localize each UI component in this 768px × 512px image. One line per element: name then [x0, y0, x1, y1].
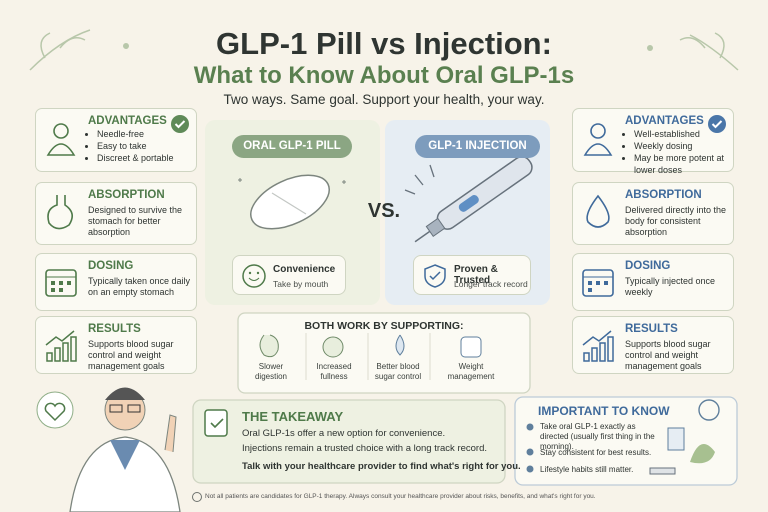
list-item: Easy to take [97, 140, 201, 152]
absorption-card: ABSORPTION Designed to survive the stoma… [35, 182, 197, 245]
convenience-card: Convenience Take by mouth [232, 255, 346, 295]
chart-icon [45, 330, 77, 362]
advantages-card: ADVANTAGES Needle-freeEasy to takeDiscre… [35, 108, 197, 172]
feature-title: Proven & Trusted [454, 264, 498, 286]
injection-label: GLP-1 INJECTION [415, 135, 540, 158]
calendar-icon [45, 269, 77, 297]
feature-text: Take by mouth [273, 279, 329, 289]
card-title: RESULTS [88, 323, 141, 335]
important-item: Take oral GLP-1 exactly as directed (usu… [540, 422, 655, 451]
card-text: Delivered directly into the body for con… [625, 205, 727, 237]
card-title: ADVANTAGES [625, 115, 704, 127]
list-item: May be more potent at lower doses [634, 152, 738, 176]
takeaway-line: Talk with your healthcare provider to fi… [242, 461, 521, 472]
feature-text: Longer track record [454, 279, 528, 289]
card-title: ADVANTAGES [88, 115, 167, 127]
check-icon [171, 115, 189, 133]
card-text: Typically taken once daily on an empty s… [88, 276, 191, 297]
list-item: Discreet & portable [97, 152, 201, 164]
trusted-card: Proven & Trusted Longer track record [413, 255, 531, 295]
card-title: RESULTS [625, 323, 678, 335]
drop-icon [586, 194, 610, 228]
takeaway-line: Injections remain a trusted choice with … [242, 443, 488, 454]
card-text: Designed to survive the stomach for bett… [88, 205, 183, 237]
list: Needle-freeEasy to takeDiscreet & portab… [88, 128, 201, 164]
feature-title: Convenience [273, 264, 336, 275]
footnote: Not all patients are candidates for GLP-… [205, 493, 596, 500]
chart-icon [582, 330, 614, 362]
calendar-icon [582, 269, 614, 297]
list: Well-establishedWeekly dosingMay be more… [625, 128, 738, 176]
takeaway-title: THE TAKEAWAY [242, 409, 344, 424]
results-card: RESULTS Supports blood sugar control and… [35, 316, 197, 374]
takeaway-line: Oral GLP-1s offer a new option for conve… [242, 428, 446, 439]
person-icon [46, 123, 76, 156]
absorption-card: ABSORPTION Delivered directly into the b… [572, 182, 734, 245]
benefit: Slower digestion [254, 362, 288, 381]
important-item: Stay consistent for best results. [540, 448, 652, 457]
card-title: DOSING [88, 260, 134, 272]
title: GLP-1 Pill vs Injection: [216, 26, 552, 61]
pill-label: ORAL GLP-1 PILL [232, 135, 352, 158]
card-text: Supports blood sugar control and weight … [625, 339, 711, 371]
list-item: Well-established [634, 128, 738, 140]
card-title: ABSORPTION [88, 189, 165, 201]
list-item: Weekly dosing [634, 140, 738, 152]
subtitle: What to Know About Oral GLP-1s [193, 62, 575, 89]
card-text: Typically injected once weekly [625, 276, 716, 297]
person-icon [583, 123, 613, 156]
card-text: Supports blood sugar control and weight … [88, 339, 174, 371]
benefit: Increased fullness [316, 362, 352, 381]
stomach-icon [47, 195, 73, 230]
check-icon [708, 115, 726, 133]
benefit: Better blood sugar control [374, 362, 422, 381]
advantages-card: ADVANTAGES Well-establishedWeekly dosing… [572, 108, 734, 175]
card-title: DOSING [625, 260, 671, 272]
benefit: Weight management [447, 362, 495, 381]
list-item: Needle-free [97, 128, 201, 140]
dosing-card: DOSING Typically injected once weekly [572, 253, 734, 311]
both-title: BOTH WORK BY SUPPORTING: [304, 320, 464, 332]
smile-icon [242, 264, 266, 288]
results-card: RESULTS Supports blood sugar control and… [572, 316, 734, 374]
card-title: ABSORPTION [625, 189, 702, 201]
dosing-card: DOSING Typically taken once daily on an … [35, 253, 197, 311]
vs-label: VS. [367, 200, 401, 222]
important-item: Lifestyle habits still matter. [540, 465, 634, 474]
shield-icon [424, 264, 446, 288]
important-title: IMPORTANT TO KNOW [538, 404, 670, 418]
tagline: Two ways. Same goal. Support your health… [223, 92, 545, 107]
